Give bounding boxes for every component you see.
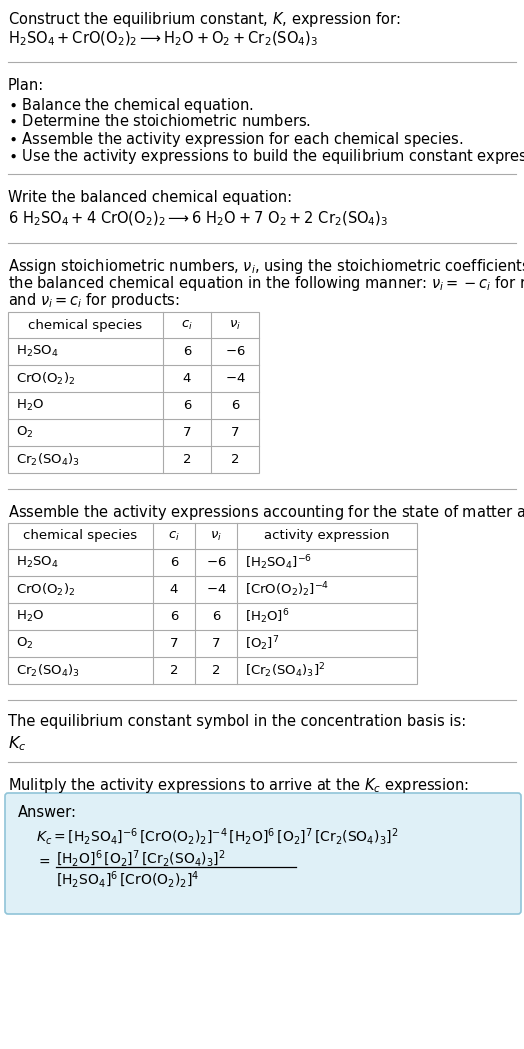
Text: $\mathrm{O_2}$: $\mathrm{O_2}$: [16, 636, 34, 651]
Text: $\mathrm{Cr_2(SO_4)_3}$: $\mathrm{Cr_2(SO_4)_3}$: [16, 451, 80, 468]
Text: $\nu_i$: $\nu_i$: [229, 319, 241, 331]
Text: $[\mathrm{H_2SO_4}]^{-6}$: $[\mathrm{H_2SO_4}]^{-6}$: [245, 553, 312, 572]
Text: The equilibrium constant symbol in the concentration basis is:: The equilibrium constant symbol in the c…: [8, 714, 466, 729]
Text: Construct the equilibrium constant, $K$, expression for:: Construct the equilibrium constant, $K$,…: [8, 10, 401, 29]
Text: 2: 2: [183, 453, 191, 466]
Text: $\bullet$ Use the activity expressions to build the equilibrium constant express: $\bullet$ Use the activity expressions t…: [8, 147, 524, 166]
Text: 2: 2: [212, 664, 220, 677]
Text: chemical species: chemical species: [24, 530, 138, 542]
Text: $K_c = [\mathrm{H_2SO_4}]^{-6}\,[\mathrm{CrO(O_2)_2}]^{-4}\,[\mathrm{H_2O}]^{6}\: $K_c = [\mathrm{H_2SO_4}]^{-6}\,[\mathrm…: [36, 827, 398, 848]
Text: $[\mathrm{CrO(O_2)_2}]^{-4}$: $[\mathrm{CrO(O_2)_2}]^{-4}$: [245, 580, 329, 599]
Text: $\mathrm{H_2O}$: $\mathrm{H_2O}$: [16, 398, 44, 413]
Text: 6: 6: [212, 611, 220, 623]
Text: activity expression: activity expression: [264, 530, 390, 542]
Text: $\mathrm{6\ H_2SO_4 + 4\ CrO(O_2)_2 \longrightarrow 6\ H_2O + 7\ O_2 + 2\ Cr_2(S: $\mathrm{6\ H_2SO_4 + 4\ CrO(O_2)_2 \lon…: [8, 210, 388, 229]
Text: $[\mathrm{H_2SO_4}]^{6}\,[\mathrm{CrO(O_2)_2}]^{4}$: $[\mathrm{H_2SO_4}]^{6}\,[\mathrm{CrO(O_…: [56, 870, 200, 891]
Text: 6: 6: [231, 399, 239, 412]
Text: $\mathrm{O_2}$: $\mathrm{O_2}$: [16, 425, 34, 440]
Bar: [8, 312, 259, 473]
Text: and $\nu_i = c_i$ for products:: and $\nu_i = c_i$ for products:: [8, 291, 180, 311]
Text: 2: 2: [170, 664, 178, 677]
Text: 6: 6: [183, 345, 191, 358]
Text: chemical species: chemical species: [28, 319, 143, 331]
Text: $[\mathrm{Cr_2(SO_4)_3}]^{2}$: $[\mathrm{Cr_2(SO_4)_3}]^{2}$: [245, 661, 325, 680]
Text: $\mathrm{H_2SO_4}$: $\mathrm{H_2SO_4}$: [16, 555, 59, 570]
Text: $\bullet$ Assemble the activity expression for each chemical species.: $\bullet$ Assemble the activity expressi…: [8, 130, 463, 149]
Text: $\mathrm{H_2SO_4}$: $\mathrm{H_2SO_4}$: [16, 344, 59, 359]
Text: $[\mathrm{H_2O}]^{6}\,[\mathrm{O_2}]^{7}\,[\mathrm{Cr_2(SO_4)_3}]^{2}$: $[\mathrm{H_2O}]^{6}\,[\mathrm{O_2}]^{7}…: [56, 849, 226, 870]
Text: the balanced chemical equation in the following manner: $\nu_i = -c_i$ for react: the balanced chemical equation in the fo…: [8, 274, 524, 293]
Text: $\mathrm{H_2SO_4 + CrO(O_2)_2 \longrightarrow H_2O + O_2 + Cr_2(SO_4)_3}$: $\mathrm{H_2SO_4 + CrO(O_2)_2 \longright…: [8, 30, 318, 48]
Text: $\mathrm{H_2O}$: $\mathrm{H_2O}$: [16, 609, 44, 624]
Text: 4: 4: [170, 583, 178, 596]
Text: $\mathrm{Cr_2(SO_4)_3}$: $\mathrm{Cr_2(SO_4)_3}$: [16, 663, 80, 679]
FancyBboxPatch shape: [5, 793, 521, 914]
Text: $c_i$: $c_i$: [181, 319, 193, 331]
Text: $-4$: $-4$: [225, 372, 245, 385]
Text: $c_i$: $c_i$: [168, 530, 180, 542]
Text: $=$: $=$: [36, 854, 51, 868]
Text: 4: 4: [183, 372, 191, 385]
Text: Write the balanced chemical equation:: Write the balanced chemical equation:: [8, 190, 292, 205]
Text: $K_c$: $K_c$: [8, 734, 26, 753]
Text: 6: 6: [183, 399, 191, 412]
Text: $-4$: $-4$: [205, 583, 226, 596]
Text: $\bullet$ Determine the stoichiometric numbers.: $\bullet$ Determine the stoichiometric n…: [8, 113, 311, 129]
Text: 2: 2: [231, 453, 239, 466]
Text: 6: 6: [170, 611, 178, 623]
Text: $-6$: $-6$: [225, 345, 245, 358]
Bar: [8, 523, 417, 684]
Text: 6: 6: [170, 556, 178, 569]
Text: $[\mathrm{H_2O}]^{6}$: $[\mathrm{H_2O}]^{6}$: [245, 607, 289, 626]
Text: $\bullet$ Balance the chemical equation.: $\bullet$ Balance the chemical equation.: [8, 97, 254, 115]
Text: Plan:: Plan:: [8, 78, 44, 93]
Text: $\nu_i$: $\nu_i$: [210, 530, 222, 542]
Text: Assign stoichiometric numbers, $\nu_i$, using the stoichiometric coefficients, $: Assign stoichiometric numbers, $\nu_i$, …: [8, 257, 524, 276]
Text: $[\mathrm{O_2}]^{7}$: $[\mathrm{O_2}]^{7}$: [245, 635, 279, 652]
Text: $\mathrm{CrO(O_2)_2}$: $\mathrm{CrO(O_2)_2}$: [16, 370, 75, 386]
Text: 7: 7: [231, 426, 239, 438]
Text: 7: 7: [170, 637, 178, 650]
Text: Answer:: Answer:: [18, 805, 77, 820]
Text: Mulitply the activity expressions to arrive at the $K_c$ expression:: Mulitply the activity expressions to arr…: [8, 776, 469, 795]
Text: $\mathrm{CrO(O_2)_2}$: $\mathrm{CrO(O_2)_2}$: [16, 581, 75, 598]
Text: 7: 7: [183, 426, 191, 438]
Text: $-6$: $-6$: [206, 556, 226, 569]
Text: Assemble the activity expressions accounting for the state of matter and $\nu_i$: Assemble the activity expressions accoun…: [8, 504, 524, 522]
Text: 7: 7: [212, 637, 220, 650]
